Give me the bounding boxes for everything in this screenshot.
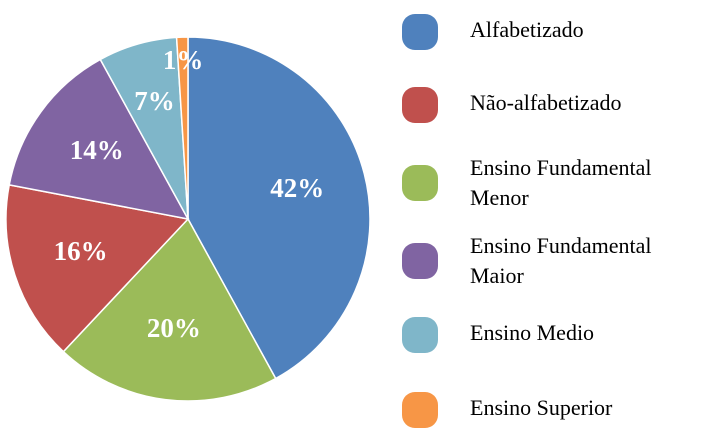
pie-slice	[62, 217, 277, 402]
data-label: 16%	[54, 236, 108, 266]
legend-label: Ensino Fundamental Maior	[470, 233, 651, 288]
legend-label: Ensino Fundamental Menor	[470, 155, 651, 210]
pie-slice	[5, 184, 190, 353]
legend-swatch	[402, 243, 438, 279]
legend-label: Não-alfabetizado	[470, 90, 621, 115]
data-label: 1%	[163, 45, 204, 75]
legend-swatch	[402, 317, 438, 353]
pie-slice	[175, 36, 189, 220]
legend-swatch	[402, 14, 438, 50]
pie-slice	[8, 58, 190, 221]
legend-label: Alfabetizado	[470, 17, 584, 42]
legend-swatch	[402, 87, 438, 123]
data-label: 20%	[147, 313, 201, 343]
legend-label: Ensino Superior	[470, 395, 613, 420]
data-label: 14%	[70, 135, 124, 165]
legend-label: Ensino Medio	[470, 320, 594, 345]
data-label: 42%	[270, 173, 324, 203]
pie-slice	[187, 36, 371, 380]
legend-swatch	[402, 392, 438, 428]
legend-swatch	[402, 165, 438, 201]
data-label: 7%	[134, 86, 175, 116]
